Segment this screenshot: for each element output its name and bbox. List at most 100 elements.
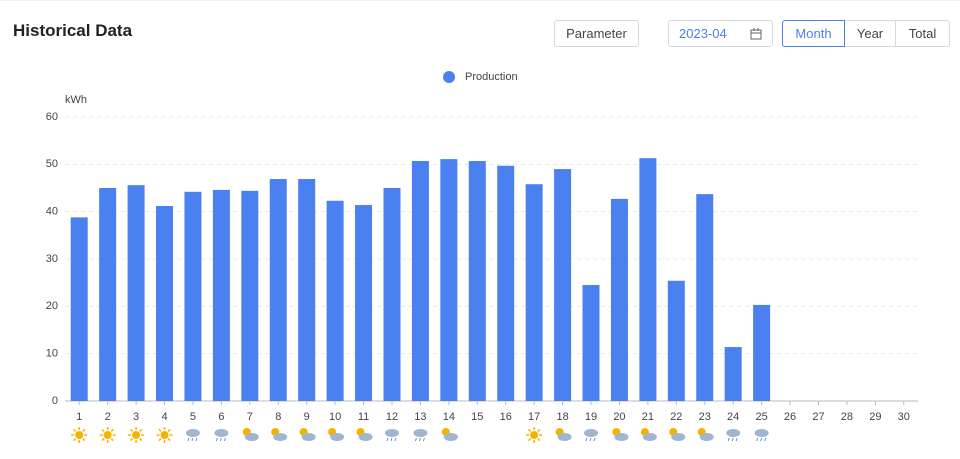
bar [525,184,543,401]
bar [156,205,174,401]
cloud [642,433,657,441]
rain-drop [735,437,738,442]
sun-ray [167,438,171,442]
bar [298,179,316,401]
rain-drop [394,437,397,442]
sun [75,431,84,439]
cloud [557,433,572,441]
year-button[interactable]: Year [844,20,896,47]
sun-ray [139,438,143,442]
x-tick-label: 14 [443,411,455,423]
page-title: Historical Data [13,21,133,40]
calendar-icon [750,28,762,40]
cloud [726,429,741,437]
rain-drop [589,437,592,442]
sun-ray [73,438,77,442]
cloud [273,433,288,441]
bar [582,285,600,401]
month-button[interactable]: Month [782,20,845,47]
bar [440,159,458,401]
x-tick-label: 13 [414,411,426,423]
x-tick-label: 10 [329,411,341,423]
bar [184,191,202,401]
x-tick-label: 1 [76,411,82,423]
y-tick-label: 40 [46,206,58,218]
y-tick-label: 20 [46,300,58,312]
cloud [614,433,629,441]
x-tick-label: 22 [670,411,682,423]
rain-drop [195,437,198,442]
sun-ray [139,428,143,432]
rain-drop [414,437,417,442]
cloud [584,429,599,437]
weather-icon [214,429,229,442]
cloud [358,433,373,441]
sun [555,428,564,436]
sun-ray [101,438,105,442]
sun [669,428,678,436]
x-tick-label: 23 [699,411,711,423]
x-tick-label: 4 [161,411,167,423]
rain-drop [593,437,596,442]
weather-icon [185,429,200,442]
bar [99,188,117,401]
x-tick-label: 20 [613,411,625,423]
sun [612,428,621,436]
y-tick-label: 0 [52,395,58,407]
bar [269,179,287,401]
y-axis-label: kWh [65,94,87,106]
sun-ray [73,428,77,432]
legend-label: Production [465,71,518,83]
sun [242,428,251,436]
bar [639,158,657,401]
cloud [244,433,259,441]
weather-icon [328,428,345,441]
sun-ray [527,428,532,432]
x-tick-label: 9 [304,411,310,423]
parameter-button[interactable]: Parameter [554,20,639,47]
x-tick-label: 11 [358,411,369,423]
sun [640,428,649,436]
weather-icon [754,429,769,442]
rain-drop [422,437,425,442]
x-tick-label: 18 [556,411,568,423]
rain-drop [223,437,226,442]
weather-icon [413,429,428,442]
sun-ray [158,438,162,442]
weather-icon [156,427,173,443]
x-tick-label: 29 [869,411,881,423]
bar [241,190,259,401]
sun [356,428,365,436]
rain-drop [727,437,730,442]
bar [326,200,344,401]
date-value: 2023-04 [679,26,727,41]
rain-drop [187,437,190,442]
x-tick-label: 5 [190,411,196,423]
sun [441,428,450,436]
rain-drop [756,437,759,442]
rain-drop [215,437,218,442]
bar [468,161,486,401]
weather-icon [128,427,145,443]
bar [70,217,88,401]
x-tick-label: 27 [812,411,824,423]
sun-ray [110,428,114,432]
weather-icon [441,428,458,441]
x-tick-label: 25 [755,411,767,423]
bar [497,165,515,401]
cloud [185,429,200,437]
cloud [301,433,316,441]
x-tick-label: 30 [898,411,910,423]
sun [697,428,706,436]
rain-drop [731,437,734,442]
rain-drop [386,437,389,442]
rain-drop [390,437,393,442]
bar [411,161,429,401]
bar [212,189,230,401]
date-picker[interactable]: 2023-04 [668,20,773,47]
weather-icon [384,429,399,442]
total-button[interactable]: Total [895,20,950,47]
sun-ray [110,438,114,442]
